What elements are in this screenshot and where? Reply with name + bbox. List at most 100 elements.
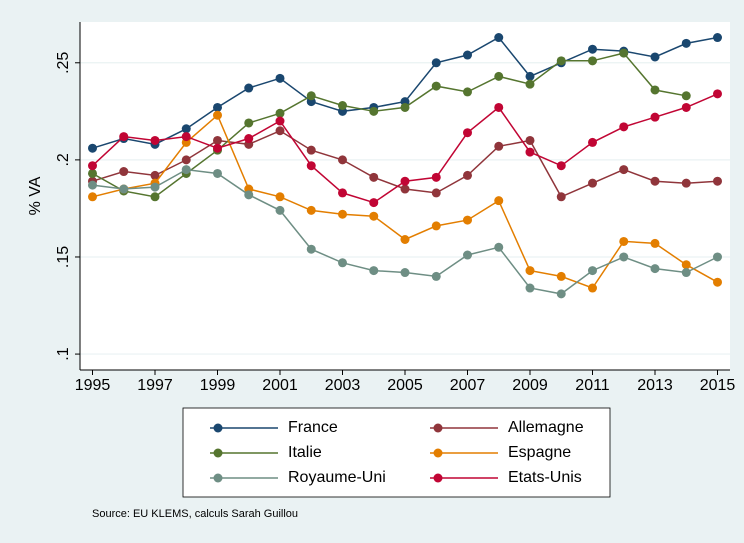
data-point bbox=[619, 252, 629, 262]
legend-marker bbox=[213, 473, 223, 483]
x-tick-label: 2001 bbox=[262, 377, 298, 394]
legend-label: Italie bbox=[288, 444, 322, 461]
data-point bbox=[400, 268, 410, 278]
data-point bbox=[275, 108, 285, 118]
y-tick-label: .1 bbox=[55, 347, 72, 360]
data-point bbox=[119, 184, 129, 194]
x-tick-label: 1997 bbox=[137, 377, 173, 394]
legend-label: Allemagne bbox=[508, 419, 584, 436]
x-tick-label: 2003 bbox=[325, 377, 361, 394]
data-point bbox=[306, 145, 316, 155]
legend-marker bbox=[213, 423, 223, 433]
data-point bbox=[556, 56, 566, 66]
data-point bbox=[525, 283, 535, 293]
data-point bbox=[431, 81, 441, 91]
data-point bbox=[431, 58, 441, 68]
data-point bbox=[650, 112, 660, 122]
data-point bbox=[181, 132, 191, 142]
data-point bbox=[213, 135, 222, 145]
legend-label: Espagne bbox=[508, 444, 571, 461]
data-point bbox=[619, 48, 629, 58]
data-point bbox=[400, 235, 410, 244]
data-point bbox=[650, 176, 660, 186]
data-point bbox=[556, 161, 566, 171]
data-point bbox=[150, 135, 160, 145]
data-point bbox=[588, 283, 597, 293]
data-point bbox=[588, 56, 597, 66]
data-point bbox=[494, 242, 504, 252]
legend-marker bbox=[433, 448, 443, 458]
y-tick-label: .25 bbox=[55, 52, 72, 74]
data-point bbox=[400, 102, 410, 112]
data-point bbox=[150, 182, 160, 192]
legend-label: Royaume-Uni bbox=[288, 469, 386, 486]
data-point bbox=[306, 161, 316, 171]
data-point bbox=[681, 260, 691, 270]
data-point bbox=[431, 172, 441, 182]
data-point bbox=[463, 170, 472, 180]
data-point bbox=[306, 205, 316, 215]
data-point bbox=[369, 211, 379, 221]
data-point bbox=[588, 44, 597, 54]
data-point bbox=[494, 71, 504, 81]
data-point bbox=[681, 91, 691, 101]
data-point bbox=[275, 73, 285, 83]
data-point bbox=[713, 89, 722, 99]
data-point bbox=[431, 271, 441, 281]
data-point bbox=[494, 196, 504, 206]
data-point bbox=[525, 135, 535, 145]
x-tick-label: 2009 bbox=[512, 377, 548, 394]
data-point bbox=[463, 215, 472, 225]
data-point bbox=[306, 91, 316, 101]
data-point bbox=[619, 236, 629, 246]
data-point bbox=[338, 258, 347, 268]
data-point bbox=[681, 102, 691, 112]
data-point bbox=[88, 161, 97, 171]
data-point bbox=[588, 266, 597, 276]
x-tick-label: 2007 bbox=[450, 377, 486, 394]
data-point bbox=[525, 71, 535, 81]
data-point bbox=[213, 143, 222, 153]
data-point bbox=[619, 122, 629, 132]
data-point bbox=[400, 176, 410, 186]
data-point bbox=[181, 155, 191, 165]
data-point bbox=[525, 266, 535, 276]
data-point bbox=[369, 198, 379, 208]
data-point bbox=[650, 85, 660, 95]
data-point bbox=[119, 167, 129, 177]
legend-marker bbox=[433, 473, 443, 483]
y-tick-label: .2 bbox=[55, 153, 72, 166]
data-point bbox=[338, 188, 347, 198]
data-point bbox=[338, 155, 347, 165]
legend-label: France bbox=[288, 419, 338, 436]
data-point bbox=[88, 168, 97, 178]
data-point bbox=[213, 102, 222, 112]
data-point bbox=[463, 87, 472, 97]
data-point bbox=[213, 110, 222, 120]
data-point bbox=[713, 176, 722, 186]
data-point bbox=[275, 126, 285, 136]
data-point bbox=[244, 190, 254, 200]
y-axis-title: % VA bbox=[27, 176, 44, 215]
data-point bbox=[88, 143, 97, 153]
data-point bbox=[275, 205, 285, 215]
x-tick-label: 2005 bbox=[387, 377, 423, 394]
x-tick-label: 1999 bbox=[200, 377, 236, 394]
data-point bbox=[181, 124, 191, 134]
data-point bbox=[494, 33, 504, 43]
data-point bbox=[369, 172, 379, 182]
data-point bbox=[494, 141, 504, 151]
data-point bbox=[338, 101, 347, 111]
data-point bbox=[150, 192, 160, 202]
plot-area bbox=[80, 22, 730, 370]
legend-marker bbox=[433, 423, 443, 433]
data-point bbox=[88, 192, 97, 202]
data-point bbox=[681, 178, 691, 188]
data-point bbox=[338, 209, 347, 219]
data-point bbox=[369, 266, 379, 276]
x-tick-label: 2011 bbox=[575, 377, 610, 394]
data-point bbox=[463, 50, 472, 60]
legend-marker bbox=[213, 448, 223, 458]
data-point bbox=[525, 147, 535, 157]
